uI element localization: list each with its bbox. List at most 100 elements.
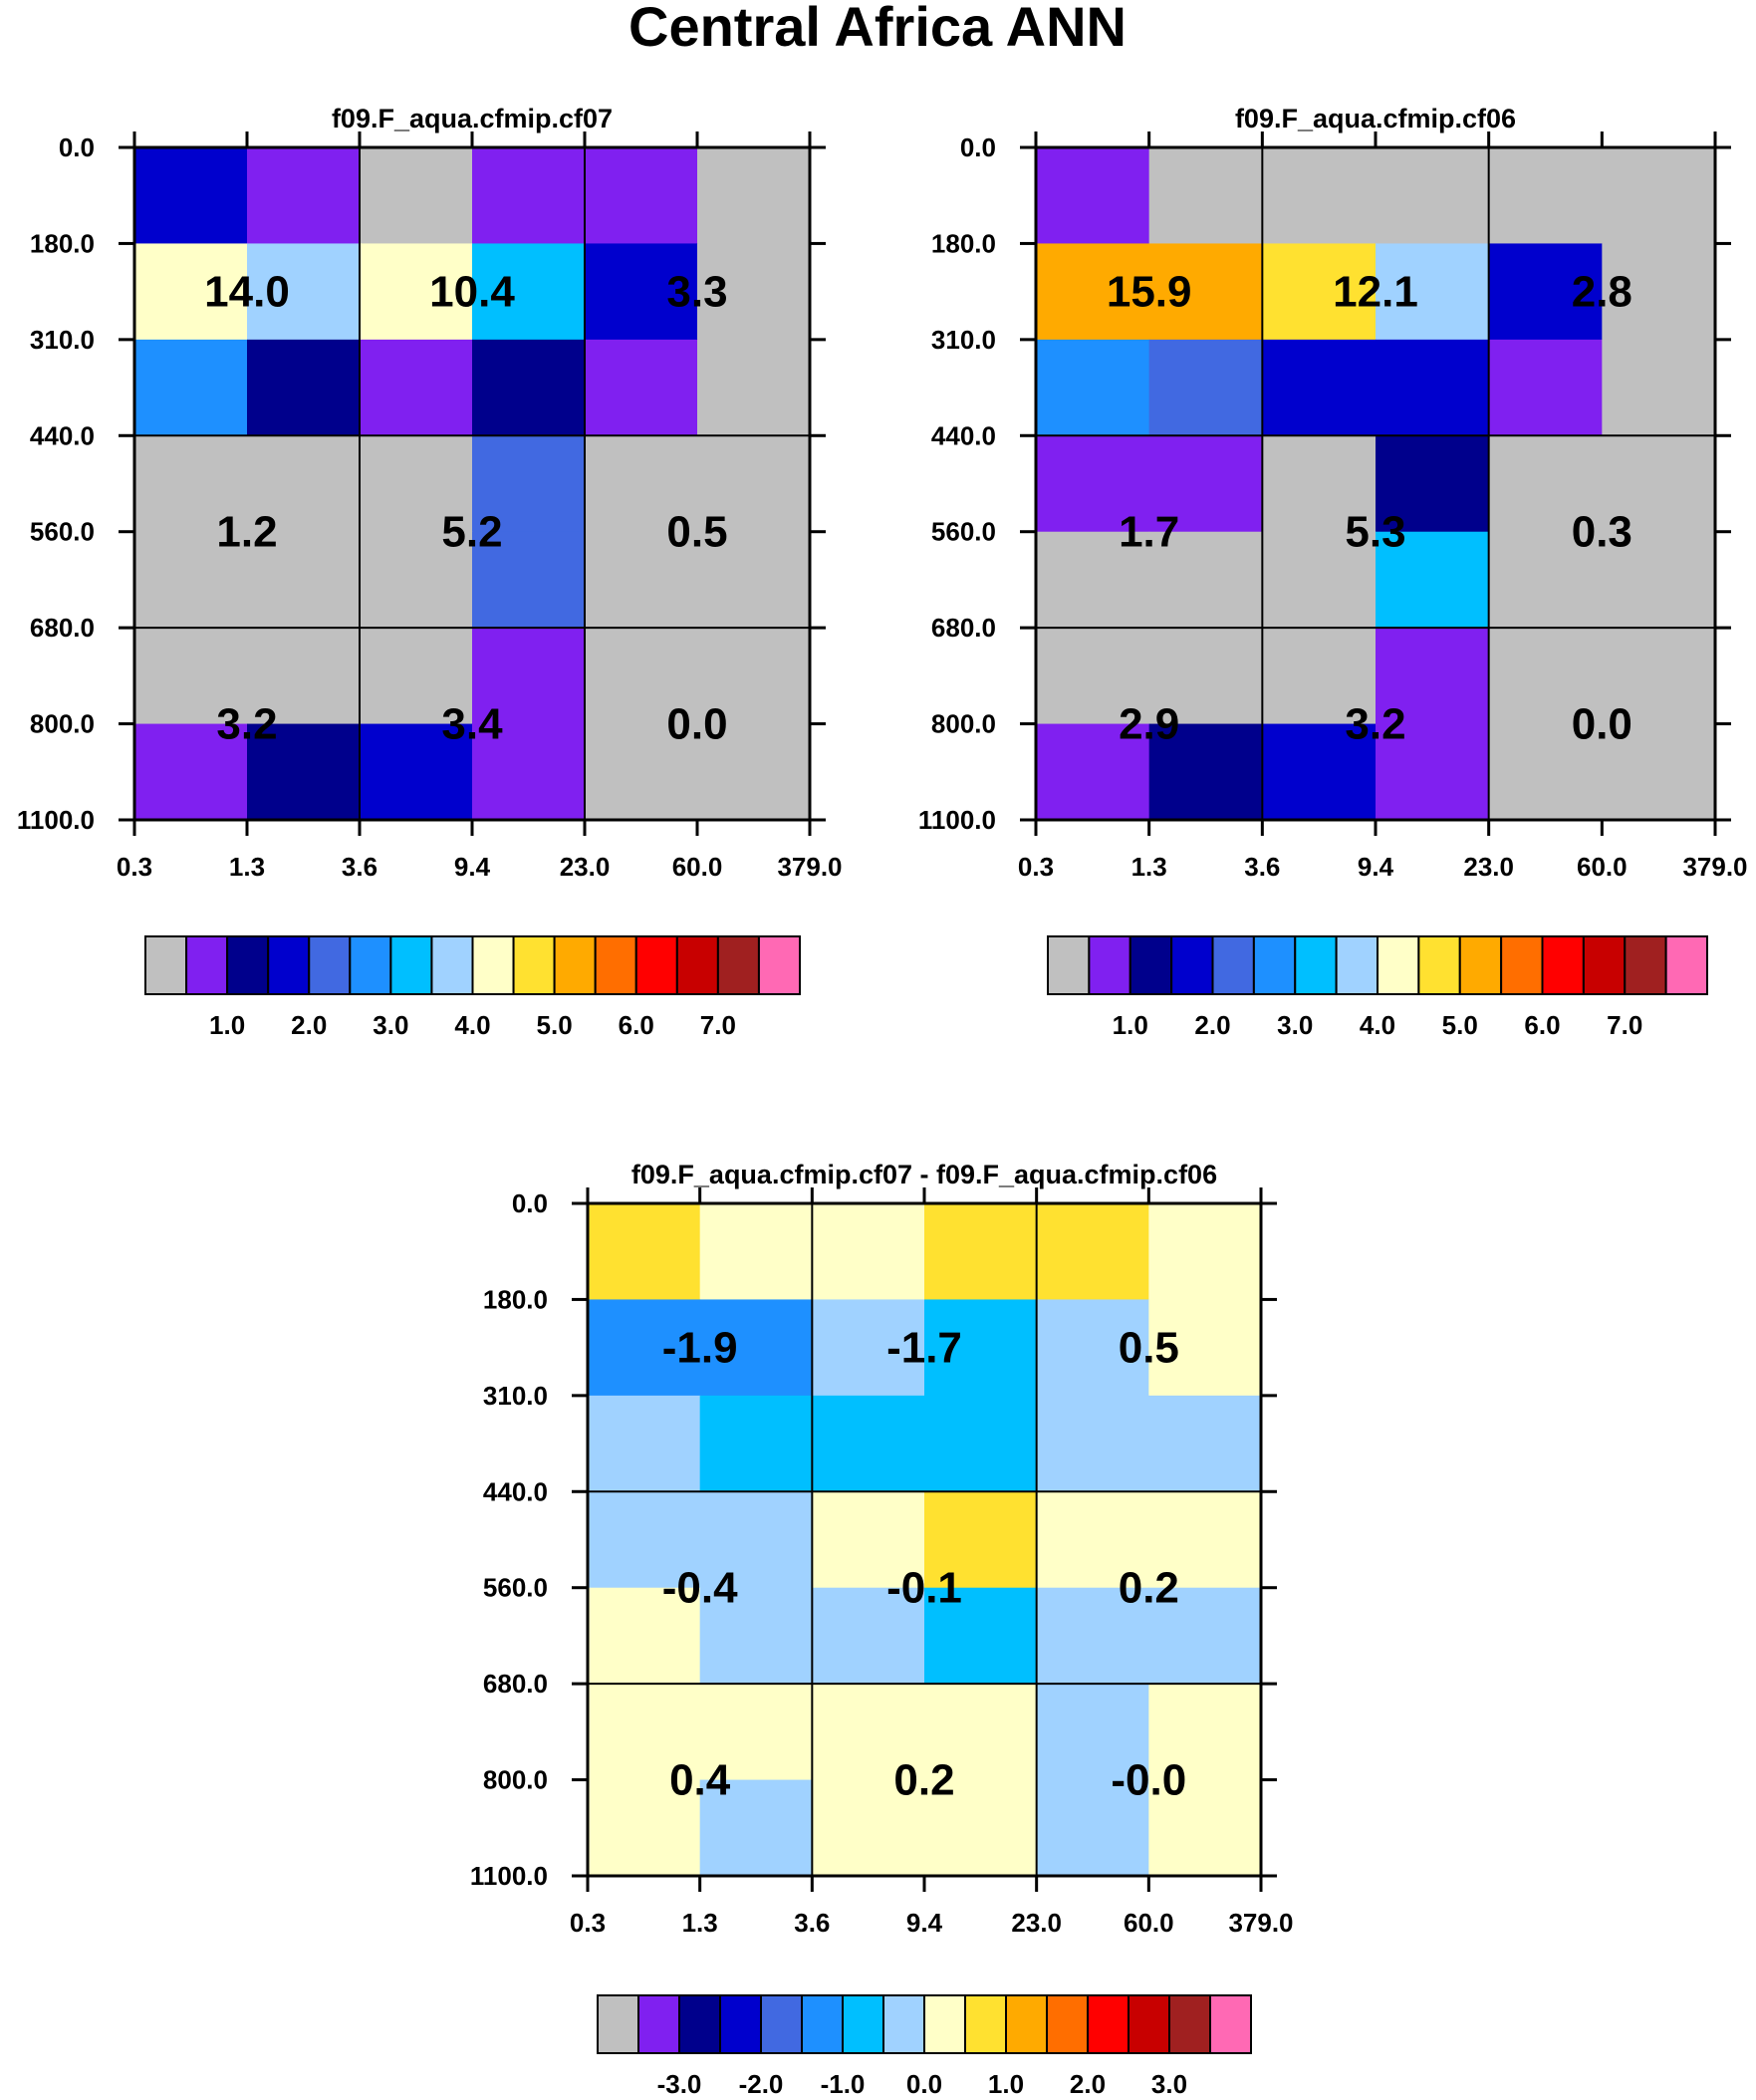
heatmap-cell (585, 339, 698, 436)
colorbar-tick-label: -1.0 (821, 2069, 866, 2095)
cell-value-label: -0.4 (662, 1564, 738, 1613)
heatmap-cell (585, 435, 698, 533)
heatmap-cell (1602, 147, 1716, 245)
colorbar-tick-label: 2.0 (1194, 1010, 1230, 1040)
y-tick-label: 180.0 (483, 1284, 548, 1314)
x-tick-label: 0.3 (1018, 852, 1054, 882)
heatmap-cell (1148, 1684, 1262, 1781)
colorbar-box (1458, 935, 1503, 995)
cell-value-label: 0.2 (893, 1756, 954, 1805)
heatmap-cell (1602, 435, 1716, 533)
heatmap-cell (1148, 531, 1263, 629)
colorbar-box (675, 935, 719, 995)
colorbar-box (716, 935, 760, 995)
heatmap-cell (924, 1587, 1038, 1685)
x-tick-label: 60.0 (1577, 852, 1628, 882)
heatmap-cell (697, 339, 811, 436)
heatmap-cell (1148, 1299, 1262, 1397)
x-tick-label: 379.0 (1682, 852, 1747, 882)
colorbar-box (308, 935, 352, 995)
heatmap-cell (472, 531, 586, 629)
heatmap-cell (472, 243, 586, 341)
heatmap-cell (585, 531, 698, 629)
colorbar-box (430, 935, 474, 995)
colorbar-box (1168, 1994, 1211, 2054)
heatmap-cell (699, 1587, 813, 1685)
heatmap-cell (697, 531, 811, 629)
heatmap-cell (588, 1299, 701, 1397)
heatmap-cell (924, 1684, 1038, 1781)
heatmap-cell (588, 1203, 701, 1301)
colorbar-box (1582, 935, 1627, 995)
heatmap-cell (1488, 339, 1603, 436)
y-tick-label: 680.0 (483, 1669, 548, 1699)
heatmap-cell (1148, 1395, 1262, 1492)
heatmap-cell (699, 1684, 813, 1781)
y-tick-label: 800.0 (30, 709, 95, 739)
colorbar-box (964, 1994, 1007, 2054)
heatmap-cell (699, 1779, 813, 1877)
cell-value-label: 0.5 (1119, 1324, 1179, 1373)
heatmap-cell (472, 147, 586, 245)
heatmap-cell (1262, 531, 1377, 629)
heatmap-cell (697, 243, 811, 341)
heatmap-cell (1148, 339, 1263, 436)
heatmap-cell (588, 1684, 701, 1781)
heatmap-cell (1602, 339, 1716, 436)
colorbar-box (1047, 935, 1091, 995)
x-tick-label: 1.3 (1131, 852, 1167, 882)
y-tick-label: 680.0 (30, 613, 95, 643)
colorbar-box (349, 935, 392, 995)
colorbar-tick-label: 3.0 (1277, 1010, 1313, 1040)
cell-value-label: 3.2 (216, 700, 277, 749)
heatmap-cell (699, 1203, 813, 1301)
cell-value-label: 3.4 (441, 700, 503, 749)
heatmap-cell (1148, 1587, 1262, 1685)
heatmap-cell (812, 1203, 925, 1301)
x-tick-label: 3.6 (1244, 852, 1280, 882)
heatmap-cell (1602, 723, 1716, 821)
x-tick-label: 1.3 (229, 852, 265, 882)
heatmap-cell (697, 435, 811, 533)
colorbar-box (1209, 1994, 1252, 2054)
colorbar-box (1087, 1994, 1129, 2054)
heatmap-cell (1036, 628, 1150, 725)
colorbar-box (1664, 935, 1708, 995)
panel-title: f09.F_aqua.cfmip.cf07 - f09.F_aqua.cfmip… (631, 1160, 1217, 1189)
panel-cf06: f09.F_aqua.cfmip.cf06 0.0 180.0 310.0 440.0 5… (918, 104, 1748, 1040)
cell-value-label: 14.0 (204, 268, 290, 317)
y-tick-label: 310.0 (931, 325, 996, 355)
heatmap-cell (472, 435, 586, 533)
colorbar-tick-label: 7.0 (700, 1010, 736, 1040)
heatmap-cell (360, 531, 473, 629)
cell-value-label: 3.2 (1345, 700, 1405, 749)
heatmap-cell (1148, 723, 1263, 821)
heatmap-cell (134, 339, 248, 436)
x-tick-label: 1.3 (682, 1908, 718, 1938)
heatmap-cell (1262, 628, 1377, 725)
colorbar-box (1005, 1994, 1048, 2054)
colorbar-box (923, 1994, 966, 2054)
heatmap-cell (1602, 628, 1716, 725)
x-tick-label: 9.4 (906, 1908, 943, 1938)
heatmap-cell (1036, 723, 1150, 821)
heatmap-cell (360, 339, 473, 436)
heatmap-cell (1148, 1203, 1262, 1301)
colorbar-box (1377, 935, 1420, 995)
heatmap-cell (247, 435, 361, 533)
colorbar-tick-label: 5.0 (1442, 1010, 1478, 1040)
x-tick-label: 0.3 (117, 852, 152, 882)
heatmap-cell (812, 1587, 925, 1685)
y-tick-label: 0.0 (960, 132, 996, 162)
x-tick-label: 9.4 (454, 852, 491, 882)
heatmap-cell (247, 243, 361, 341)
y-tick-label: 310.0 (30, 325, 95, 355)
colorbar-box (842, 1994, 884, 2054)
y-tick-label: 0.0 (512, 1188, 548, 1218)
heatmap-cell (247, 628, 361, 725)
colorbar-box (882, 1994, 925, 2054)
heatmap-cell (472, 339, 586, 436)
colorbar-tick-label: 1.0 (988, 2069, 1024, 2095)
colorbar-box (226, 935, 270, 995)
